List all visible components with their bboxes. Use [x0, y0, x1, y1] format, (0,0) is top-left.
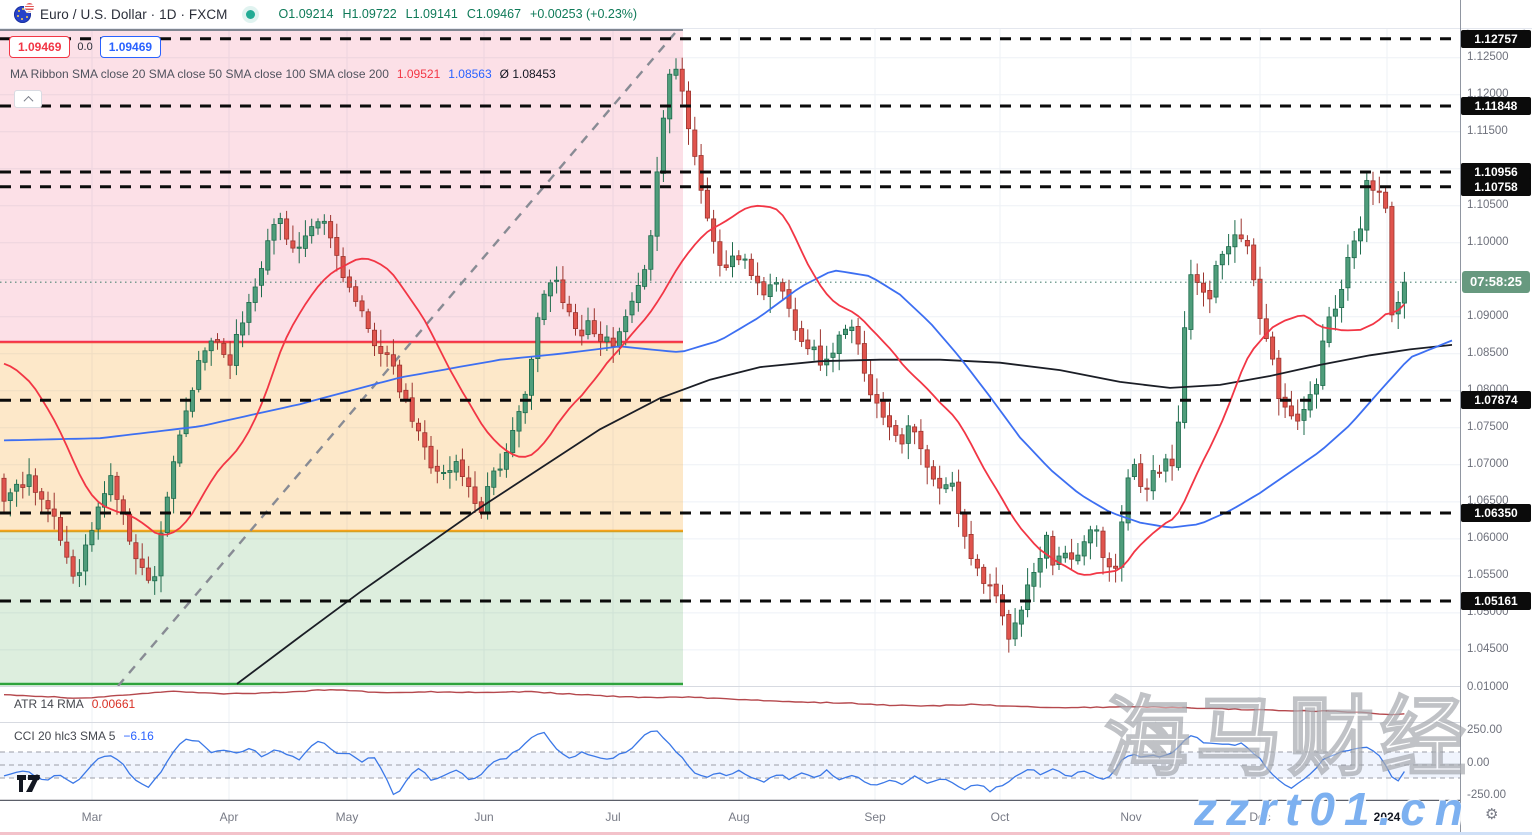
open-label: O — [278, 7, 289, 21]
time-axis-month-label: Apr — [219, 810, 239, 824]
price-level-badge: 1.06350 — [1461, 503, 1531, 522]
top-toolbar: Euro / U.S. Dollar · 1D · FXCM O1.09214 … — [0, 0, 1532, 29]
time-axis-month-label: Jul — [605, 810, 621, 824]
ma-ribbon-value-2: 1.08563 — [448, 67, 492, 81]
chevron-up-icon — [23, 95, 33, 106]
price-axis-tick: 1.12500 — [1467, 50, 1509, 63]
time-axis-month-label: Jun — [474, 810, 494, 824]
ma-ribbon-value-3: Ø 1.08453 — [499, 67, 556, 81]
open-value: 1.09214 — [288, 7, 334, 21]
low-value: 1.09141 — [412, 7, 458, 21]
price-axis-tick: 1.06000 — [1467, 531, 1509, 544]
time-axis-month-label: Dec — [1249, 810, 1271, 824]
time-axis-month-label: Mar — [81, 810, 103, 824]
cci-axis-tick-low: -250.00 — [1467, 789, 1507, 801]
price-level-badge: 1.10758 — [1461, 177, 1531, 196]
ma-ribbon-value-1: 1.09521 — [396, 67, 441, 81]
price-axis-tick: 1.10500 — [1467, 198, 1509, 211]
price-axis-tick: 1.05500 — [1467, 568, 1509, 581]
price-axis-tick: 1.07500 — [1467, 420, 1509, 433]
price-axis-tick: 1.11500 — [1467, 124, 1508, 137]
atr-value: 0.00661 — [91, 697, 136, 711]
order-price-tags: 1.09469 0.0 1.09469 — [9, 36, 162, 58]
price-axis-tick: 1.08500 — [1467, 346, 1509, 359]
price-level-badge: 1.05161 — [1461, 591, 1531, 610]
sell-price-tag[interactable]: 1.09469 — [9, 36, 71, 58]
tradingview-logo[interactable] — [16, 770, 46, 794]
price-level-badge: 1.07874 — [1461, 391, 1531, 410]
buy-price-tag[interactable]: 1.09469 — [99, 36, 162, 58]
ohlc-readout: O1.09214 H1.09722 L1.09141 C1.09467 +0.0… — [279, 7, 638, 21]
low-label: L — [405, 7, 413, 21]
cci-indicator-legend[interactable]: CCI 20 hlc3 SMA 5 −6.16 — [14, 729, 154, 743]
time-axis-month-label: May — [335, 810, 359, 824]
cci-label: CCI 20 hlc3 SMA 5 — [14, 729, 116, 743]
ma-ribbon-legend[interactable]: MA Ribbon SMA close 20 SMA close 50 SMA … — [10, 67, 556, 81]
gear-icon[interactable]: ⚙ — [1485, 806, 1499, 823]
collapse-legend-button[interactable] — [14, 90, 42, 108]
atr-indicator-legend[interactable]: ATR 14 RMA 0.00661 — [14, 697, 135, 711]
time-axis-month-label: Nov — [1120, 810, 1142, 824]
atr-label: ATR 14 RMA — [14, 697, 84, 711]
price-level-badge: 1.10956 — [1461, 163, 1531, 182]
axis-corner: ⚙ — [1461, 801, 1532, 835]
price-level-badge: 1.12757 — [1461, 29, 1531, 48]
time-axis-month-label: Sep — [864, 810, 886, 824]
cci-value: −6.16 — [123, 729, 154, 743]
price-axis-tick: 1.04500 — [1467, 642, 1509, 655]
close-label: C — [466, 7, 476, 21]
price-axis-tick: 1.06500 — [1467, 494, 1509, 507]
time-axis-month-label: Aug — [728, 810, 750, 824]
symbol-title[interactable]: Euro / U.S. Dollar · 1D · FXCM — [40, 6, 228, 22]
bottom-strip-left — [0, 832, 1230, 835]
time-axis-month-label: Oct — [990, 810, 1010, 824]
time-axis-year-label: 2024 — [1373, 810, 1401, 824]
price-axis-separator — [1460, 0, 1461, 835]
price-axis-tick: 1.09000 — [1467, 309, 1509, 322]
ma-ribbon-label: MA Ribbon SMA close 20 SMA close 50 SMA … — [10, 67, 389, 81]
bar-countdown-badge[interactable]: 07:58:25 — [1462, 271, 1530, 293]
close-value: 1.09467 — [475, 7, 522, 21]
time-axis[interactable]: Mar Apr May Jun Jul Aug Sep Oct Nov Dec 2024 — [0, 801, 1460, 835]
price-axis-tick: 1.12000 — [1467, 87, 1509, 100]
high-value: 1.09722 — [351, 7, 397, 21]
price-axis[interactable]: USD 1.125001.120001.115001.105001.100001… — [1461, 0, 1532, 801]
high-label: H — [342, 7, 352, 21]
cci-axis-tick-zero: 0.00 — [1467, 757, 1490, 769]
change-value: +0.00253 (+0.23%) — [530, 7, 638, 21]
price-axis-tick: 1.10000 — [1467, 235, 1509, 248]
bottom-strip-right — [1230, 832, 1532, 835]
price-level-badge: 1.11848 — [1461, 97, 1531, 115]
cci-axis-tick-high: 250.00 — [1467, 724, 1503, 736]
price-axis-tick: 1.07000 — [1467, 457, 1509, 470]
market-open-status-icon[interactable] — [245, 9, 255, 19]
spread-value: 0.0 — [77, 41, 93, 53]
symbol-logo-icon — [14, 3, 34, 23]
atr-axis-tick: 0.01000 — [1467, 681, 1509, 693]
